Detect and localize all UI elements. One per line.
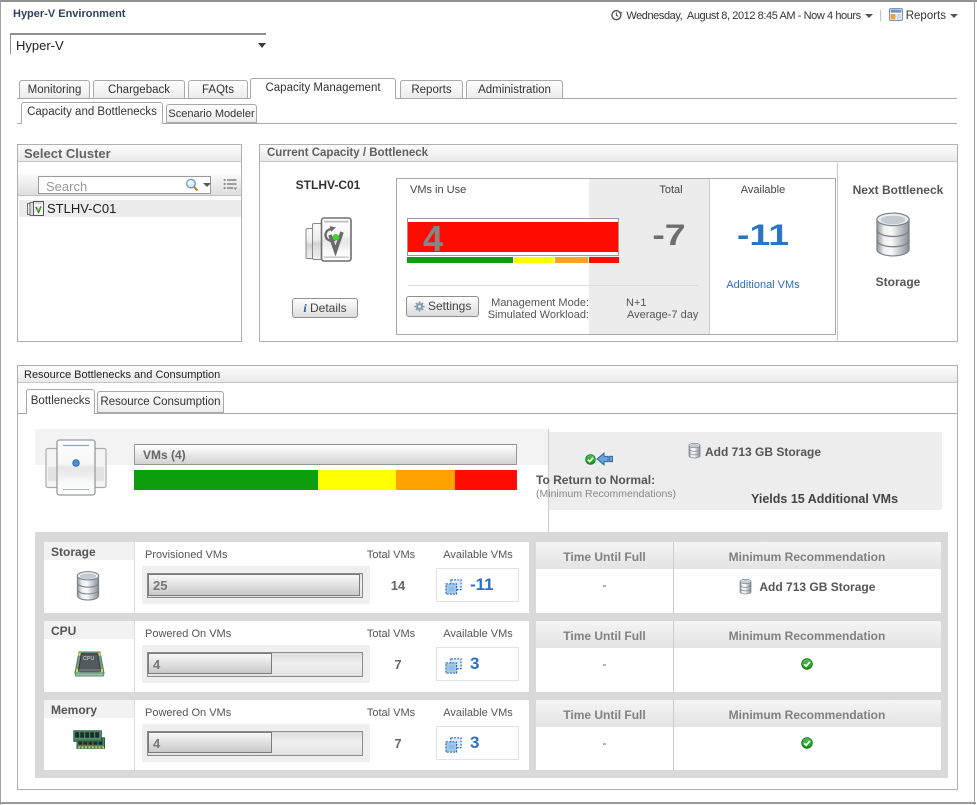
svg-text:CPU: CPU — [83, 656, 94, 662]
